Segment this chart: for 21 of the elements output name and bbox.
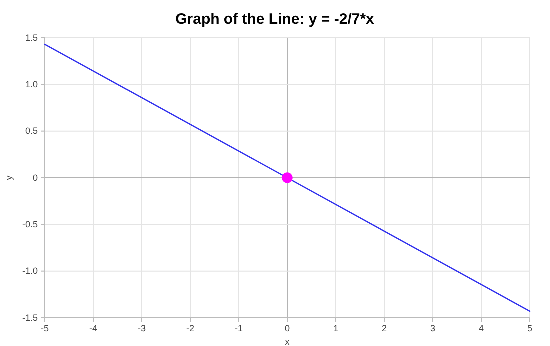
- y-axis-title: y: [4, 175, 14, 180]
- y-tick-label: 0: [32, 172, 38, 183]
- x-tick-label: -5: [40, 323, 50, 334]
- y-tick-label: 1.5: [25, 32, 38, 43]
- x-tick-label: 4: [478, 323, 484, 334]
- y-tick-label: -1.5: [22, 312, 38, 323]
- x-tick-label: 3: [430, 323, 436, 334]
- x-tick-label: -3: [138, 323, 146, 334]
- x-tick-label: -2: [186, 323, 195, 334]
- x-tick-label: 5: [527, 323, 533, 334]
- y-tick-label: -1.0: [22, 266, 38, 276]
- chart-title: Graph of the Line: y = -2/7*x: [176, 11, 376, 28]
- y-tick-label: -0.5: [22, 220, 38, 230]
- x-tick-label: -1: [234, 323, 244, 334]
- x-tick-label: 1: [333, 323, 339, 334]
- y-tick-label: 1.0: [25, 80, 38, 90]
- x-tick-label: 0: [284, 323, 290, 334]
- x-tick-label: -4: [89, 323, 98, 334]
- x-axis-title: x: [285, 337, 290, 346]
- y-tick-label: 0.5: [25, 126, 38, 136]
- x-tick-label: 2: [382, 323, 388, 334]
